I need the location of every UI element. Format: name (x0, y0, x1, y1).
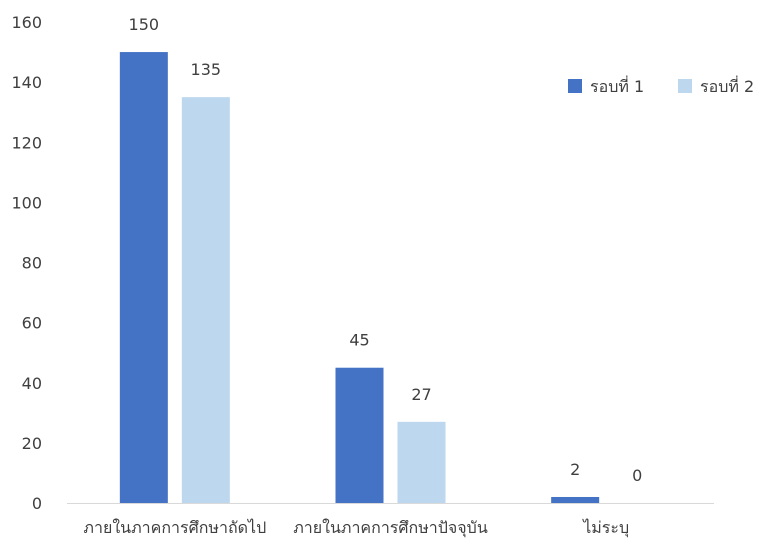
y-axis-ticks: 0 20 40 60 80 100 120 140 160 (11, 13, 42, 513)
y-tick-label: 20 (22, 434, 42, 453)
y-tick-label: 60 (22, 314, 42, 333)
data-label-series-1-2: 45 (349, 331, 369, 350)
legend-swatch-series-2 (678, 79, 692, 93)
category-label: ไม่ระบุ (581, 518, 629, 538)
data-label-series-1-1: 150 (129, 15, 160, 34)
legend-label-series-1: รอบที่ 1 (590, 75, 644, 96)
y-tick-label: 80 (22, 254, 42, 273)
bars-group (119, 52, 600, 503)
y-tick-label: 160 (11, 13, 42, 32)
bar-series-2-1 (181, 97, 230, 503)
y-tick-label: 40 (22, 374, 42, 393)
bar-series-1-3 (551, 496, 600, 503)
category-label: ภายในภาคการศึกษาปัจจุบัน (293, 518, 488, 538)
y-tick-label: 140 (11, 73, 42, 92)
legend-label-series-2: รอบที่ 2 (700, 75, 754, 96)
y-tick-label: 100 (11, 193, 42, 212)
y-tick-label: 120 (11, 133, 42, 152)
category-label: ภายในภาคการศึกษาถัดไป (83, 518, 266, 537)
bar-series-1-1 (119, 52, 168, 503)
data-label-series-1-3: 2 (570, 460, 580, 479)
data-label-series-2-2: 27 (411, 385, 431, 404)
legend: รอบที่ 1 รอบที่ 2 (568, 75, 754, 96)
category-labels-group: ภายในภาคการศึกษาถัดไป ภายในภาคการศึกษาปัจ… (83, 518, 629, 538)
y-tick-label: 0 (32, 494, 42, 513)
legend-swatch-series-1 (568, 79, 582, 93)
bar-series-2-2 (397, 421, 446, 503)
data-labels-group: 150 135 45 27 2 0 (129, 15, 643, 485)
bar-series-1-2 (335, 367, 384, 503)
data-label-series-2-1: 135 (191, 60, 222, 79)
data-label-series-2-3: 0 (632, 466, 642, 485)
